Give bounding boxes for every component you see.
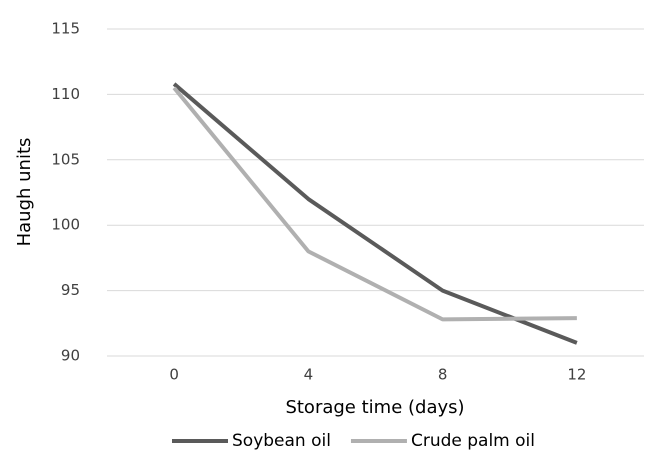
y-tick-label: 90 (61, 347, 80, 365)
x-tick-label: 8 (438, 366, 448, 384)
y-tick-label: 105 (51, 150, 80, 168)
y-axis-title: Haugh units (14, 138, 35, 247)
x-tick-label: 12 (567, 366, 586, 384)
series-line (172, 86, 577, 322)
y-tick-label: 95 (61, 281, 80, 299)
x-tick-label: 4 (304, 366, 314, 384)
y-tick-label: 100 (51, 216, 80, 234)
legend-label: Crude palm oil (411, 431, 535, 451)
y-tick-label: 115 (51, 20, 80, 38)
legend-label: Soybean oil (232, 431, 331, 451)
x-tick-label: 0 (169, 366, 179, 384)
y-tick-label: 110 (51, 85, 80, 103)
series-line (172, 82, 578, 345)
x-axis-title: Storage time (days) (285, 397, 464, 418)
